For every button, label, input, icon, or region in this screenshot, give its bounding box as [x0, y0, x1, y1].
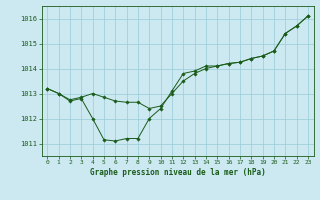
X-axis label: Graphe pression niveau de la mer (hPa): Graphe pression niveau de la mer (hPa)	[90, 168, 266, 177]
